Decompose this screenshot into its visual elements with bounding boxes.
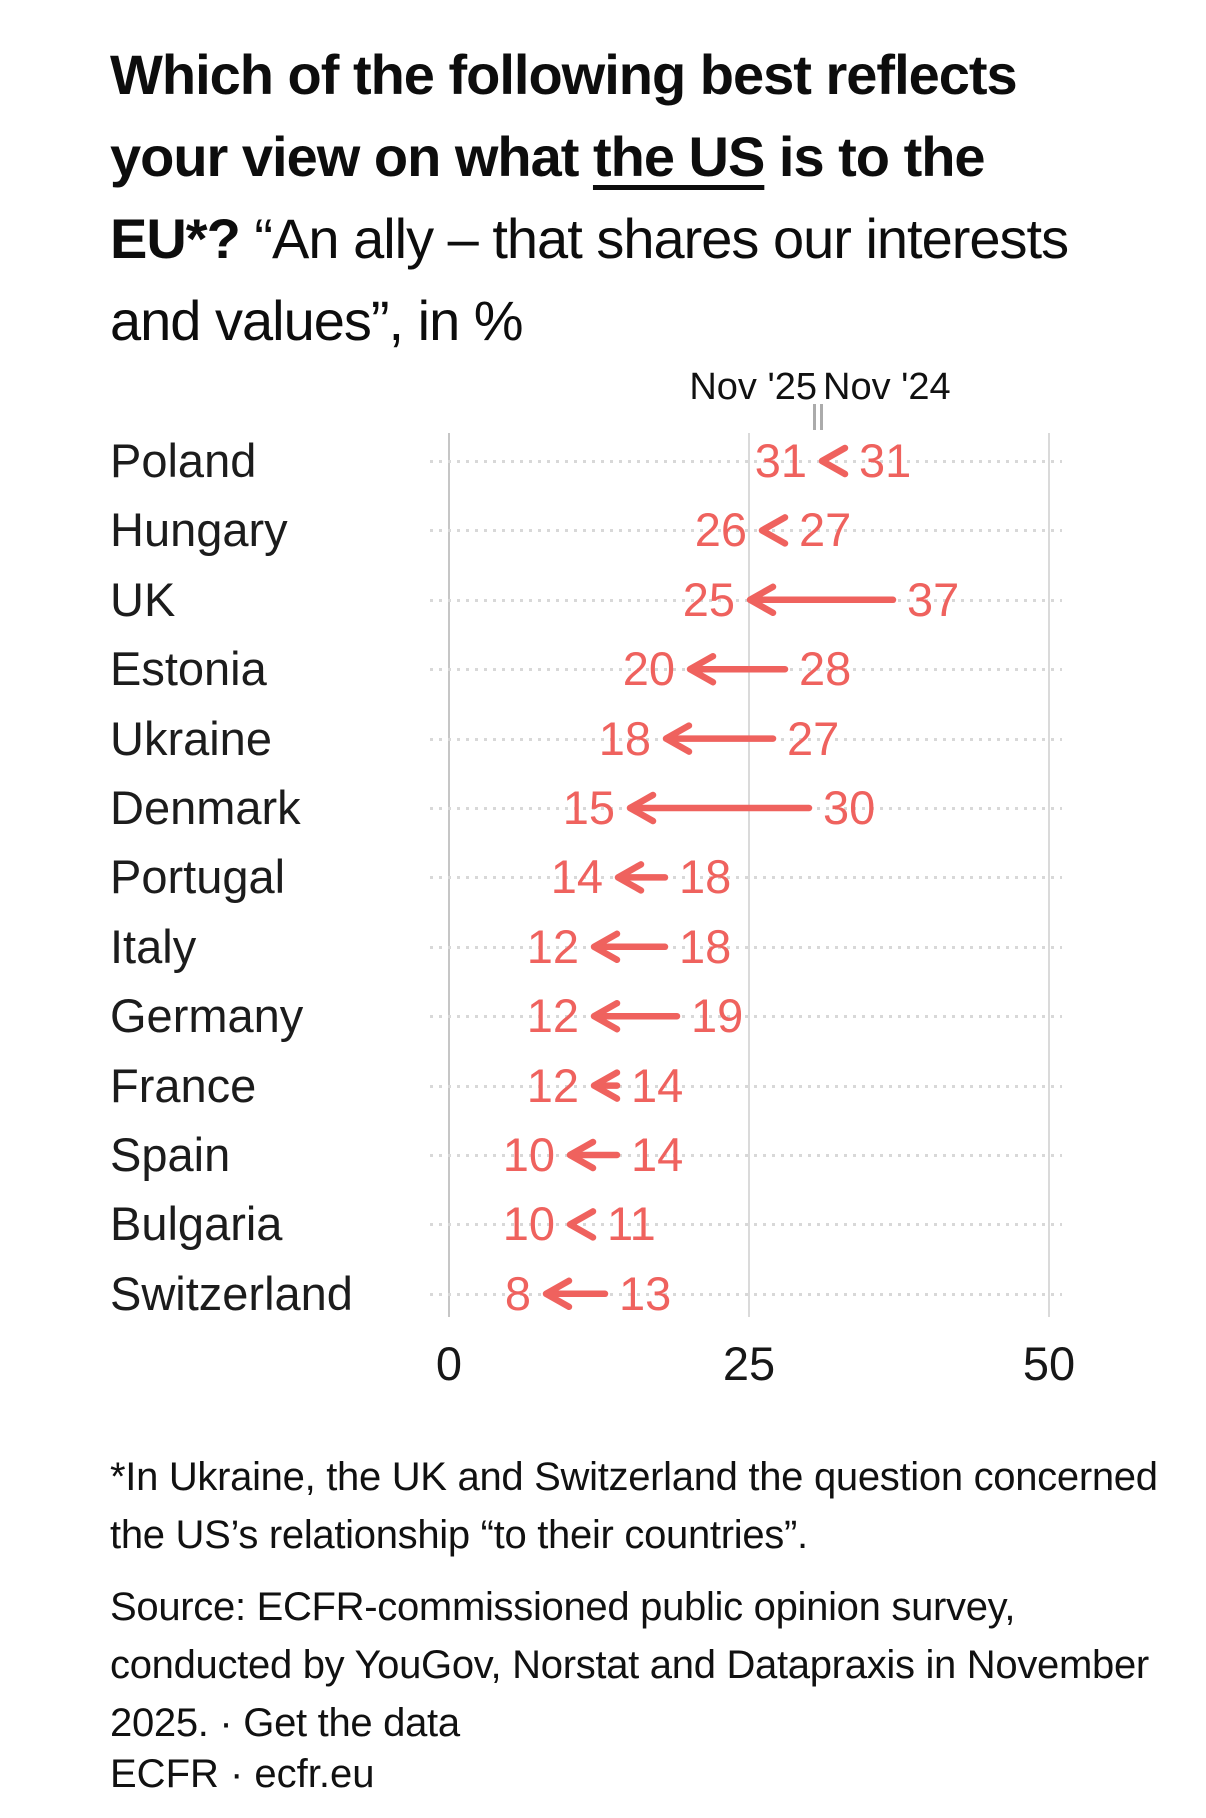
value-label-nov24: 18 [679,919,732,973]
row-dotted-gridline [430,529,1062,533]
title-line: and values”, in % [110,280,1180,362]
value-label-nov25: 12 [526,1058,579,1112]
legend-label-nov-25: Nov '25 [689,366,817,408]
row-dotted-gridline [430,1154,1062,1157]
value-label-nov25: 12 [526,989,579,1043]
title-segment: is to the [764,125,986,188]
chart-source: Source: ECFR-commissioned public opinion… [110,1578,1190,1752]
value-label-nov25: 25 [682,572,735,626]
x-axis-tick-label: 0 [435,1337,463,1390]
chart-footnote: *In Ukraine, the UK and Switzerland the … [110,1448,1190,1564]
row-dotted-gridline [430,876,1062,880]
row-label-ukraine: Ukraine [110,711,272,765]
value-label-nov25: 8 [504,1266,531,1320]
title-segment: Which of the following best reflects [110,43,1018,106]
value-label-nov24: 19 [691,989,744,1043]
title-line: EU*? “An ally – that shares our interest… [110,198,1180,280]
value-label-nov25: 20 [622,642,675,696]
chart-title: Which of the following best reflects your… [110,34,1180,362]
source-line: conducted by YouGov, Norstat and Datapra… [110,1643,1149,1687]
row-label-bulgaria: Bulgaria [110,1197,283,1251]
x-axis-tick-label: 50 [1022,1337,1076,1390]
value-label-nov24: 37 [907,572,960,626]
legend-tick-icon [813,404,816,430]
chart-branding: ECFR · ecfr.eu [110,1752,375,1796]
title-line: your view on what the US is to the [110,116,1180,198]
get-the-data-link[interactable]: Get the data [243,1701,460,1745]
row-label-switzerland: Switzerland [110,1266,353,1320]
value-label-nov24: 11 [607,1197,656,1251]
value-label-nov24: 14 [631,1128,684,1181]
value-label-nov24: 28 [799,642,852,696]
legend-label-nov-24: Nov '24 [823,366,951,408]
row-label-hungary: Hungary [110,503,288,557]
row-label-spain: Spain [110,1128,231,1181]
value-label-nov24: 30 [823,781,876,834]
x-gridline-0 [448,433,450,1317]
row-label-portugal: Portugal [110,850,286,904]
row-label-estonia: Estonia [110,642,267,696]
row-label-poland: Poland [110,434,257,487]
row-label-italy: Italy [110,919,197,973]
row-dotted-gridline [430,1015,1062,1019]
title-segment: “An ally – that shares our interests [254,207,1069,270]
value-label-nov24: 18 [679,850,732,904]
row-dotted-gridline [430,1223,1062,1227]
source-line: 2025. · Get the data [110,1701,460,1745]
title-segment: EU*? [110,207,255,270]
value-label-nov24: 13 [619,1266,672,1320]
value-label-nov25: 12 [526,919,579,973]
title-segment: the US [592,125,765,188]
title-segment: and values”, in % [110,289,524,352]
value-label-nov24: 27 [787,711,840,765]
value-label-nov25: 10 [502,1128,555,1181]
value-label-nov24: 27 [799,503,852,557]
legend-tick-icon [820,404,823,430]
row-label-denmark: Denmark [110,781,301,834]
row-dotted-gridline [430,1292,1062,1296]
x-gridline-25 [748,433,750,1317]
row-dotted-gridline [430,1084,1062,1088]
footnote-line: *In Ukraine, the UK and Switzerland the … [110,1455,1158,1499]
row-dotted-gridline [430,598,1062,602]
value-label-nov24: 14 [631,1058,684,1112]
x-axis-tick-label: 25 [722,1337,776,1390]
value-label-nov25: 26 [694,503,747,557]
value-label-nov25: 31 [754,434,807,487]
value-label-nov25: 18 [598,711,651,765]
row-dotted-gridline [430,460,1062,463]
row-dotted-gridline [430,945,1062,949]
source-line: Source: ECFR-commissioned public opinion… [110,1585,1016,1629]
row-label-germany: Germany [110,989,304,1043]
value-label-nov24: 31 [859,434,912,487]
footnote-line: the US’s relationship “to their countrie… [110,1513,808,1557]
value-label-nov25: 10 [502,1197,555,1251]
row-label-uk: UK [110,572,176,626]
row-label-france: France [110,1058,257,1112]
title-line: Which of the following best reflects [110,34,1180,116]
value-label-nov25: 14 [550,850,603,904]
x-gridline-50 [1048,433,1050,1317]
value-label-nov25: 15 [562,781,615,834]
title-segment: your view on what [110,125,593,188]
